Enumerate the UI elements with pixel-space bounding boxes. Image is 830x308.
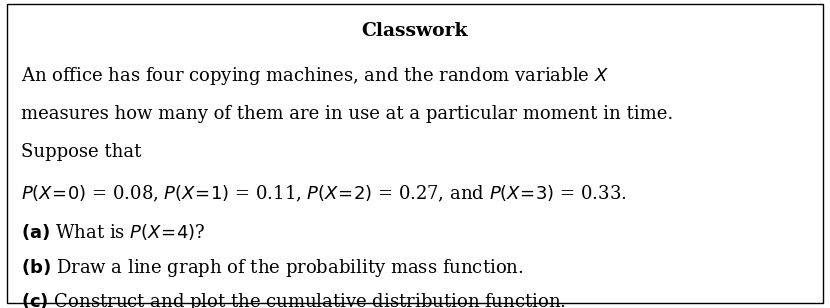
Text: $\mathbf{(b)}$ Draw a line graph of the probability mass function.: $\mathbf{(b)}$ Draw a line graph of the … — [21, 257, 524, 279]
Text: measures how many of them are in use at a particular moment in time.: measures how many of them are in use at … — [21, 105, 673, 123]
Text: $\mathbf{(c)}$ Construct and plot the cumulative distribution function.: $\mathbf{(c)}$ Construct and plot the cu… — [21, 291, 565, 308]
Text: Suppose that: Suppose that — [21, 143, 141, 161]
Text: $P(X\!=\!0)$ = 0.08, $P(X\!=\!1)$ = 0.11, $P(X\!=\!2)$ = 0.27, and $P(X\!=\!3)$ : $P(X\!=\!0)$ = 0.08, $P(X\!=\!1)$ = 0.11… — [21, 183, 627, 204]
Text: An office has four copying machines, and the random variable $\mathit{X}$: An office has four copying machines, and… — [21, 65, 608, 87]
Text: Classwork: Classwork — [362, 22, 468, 39]
Text: $\mathbf{(a)}$ What is $P(X\!=\!4)$?: $\mathbf{(a)}$ What is $P(X\!=\!4)$? — [21, 222, 205, 242]
